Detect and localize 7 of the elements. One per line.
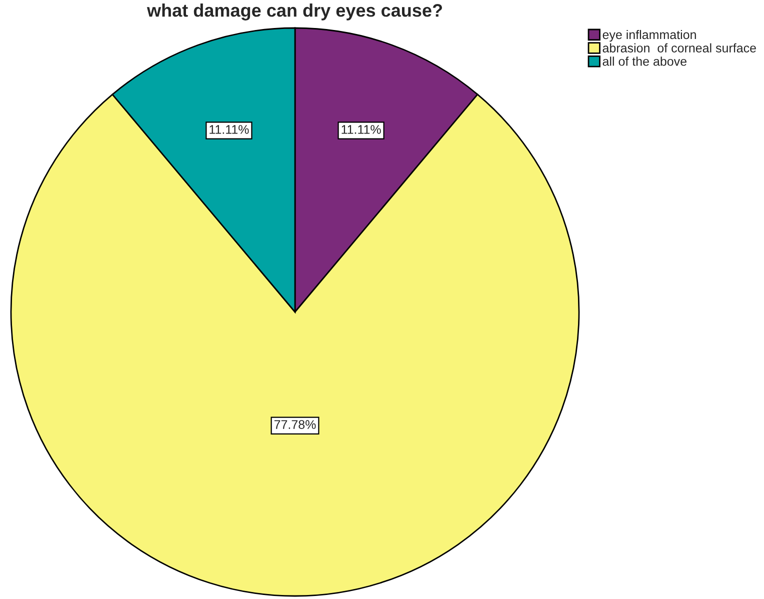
legend-label: eye inflammation	[602, 30, 696, 42]
legend-label: all of the above	[602, 56, 686, 66]
data-label: 77.78%	[274, 420, 316, 429]
chart-title: what damage can dry eyes cause?	[146, 4, 442, 20]
data-label: 11.11%	[210, 125, 249, 134]
legend-label: abrasion of corneal surface	[602, 43, 756, 52]
data-label: 11.11%	[342, 125, 381, 134]
